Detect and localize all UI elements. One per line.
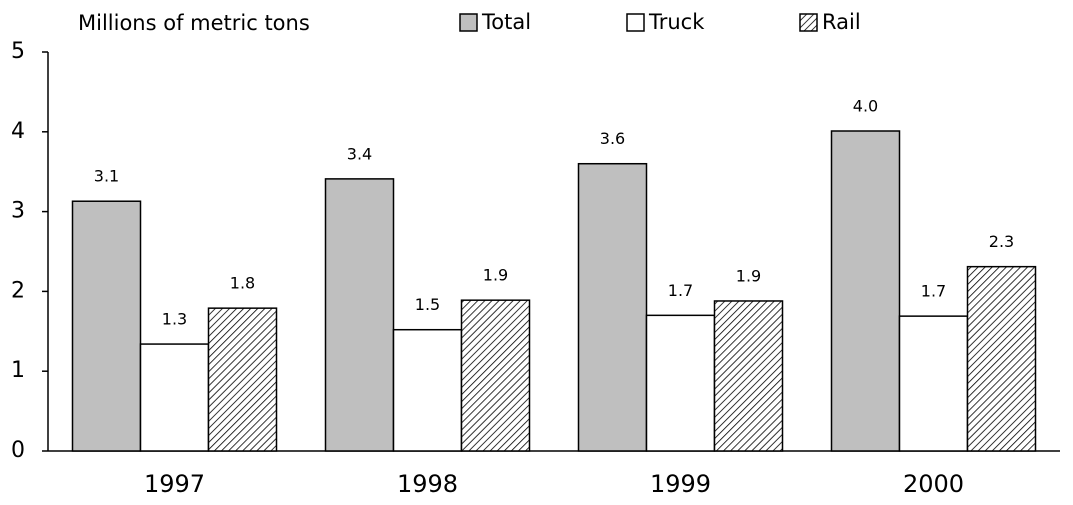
value-label: 1.9 bbox=[736, 266, 761, 285]
bar bbox=[830, 130, 901, 452]
legend-swatch bbox=[459, 13, 478, 32]
value-label: 2.3 bbox=[989, 232, 1014, 251]
value-label: 1.7 bbox=[668, 281, 693, 300]
x-tick-label: 1999 bbox=[650, 470, 711, 498]
value-label: 1.9 bbox=[483, 266, 508, 285]
bar bbox=[324, 178, 395, 452]
value-label: 4.0 bbox=[853, 97, 878, 116]
legend-label: Total bbox=[481, 10, 531, 34]
bar bbox=[645, 314, 716, 452]
legend-swatch bbox=[799, 13, 818, 32]
value-label: 3.6 bbox=[600, 129, 625, 148]
legend-label: Rail bbox=[822, 10, 861, 34]
x-tick-label: 2000 bbox=[903, 470, 964, 498]
y-tick-label: 5 bbox=[11, 39, 25, 64]
value-label: 1.3 bbox=[162, 310, 187, 329]
x-tick-label: 1997 bbox=[144, 470, 205, 498]
bar bbox=[392, 328, 463, 452]
chart-title: Millions of metric tons bbox=[78, 11, 310, 35]
x-tick-label: 1998 bbox=[397, 470, 458, 498]
value-label: 1.7 bbox=[921, 282, 946, 301]
bar bbox=[713, 300, 784, 452]
y-tick-label: 2 bbox=[11, 278, 25, 303]
bar bbox=[207, 307, 278, 452]
bar bbox=[460, 299, 531, 452]
bar bbox=[966, 265, 1037, 452]
y-tick-label: 4 bbox=[11, 119, 25, 144]
value-label: 3.1 bbox=[94, 167, 119, 186]
value-label: 1.5 bbox=[415, 295, 440, 314]
bar bbox=[71, 200, 142, 452]
bar bbox=[577, 162, 648, 452]
bar bbox=[898, 315, 969, 452]
legend-swatch bbox=[626, 13, 645, 32]
y-tick-label: 1 bbox=[11, 358, 25, 383]
y-tick-label: 0 bbox=[11, 438, 25, 463]
legend-label: Truck bbox=[648, 10, 705, 34]
value-label: 1.8 bbox=[230, 274, 255, 293]
y-tick-label: 3 bbox=[11, 199, 25, 224]
value-label: 3.4 bbox=[347, 144, 372, 163]
bar bbox=[139, 343, 210, 452]
